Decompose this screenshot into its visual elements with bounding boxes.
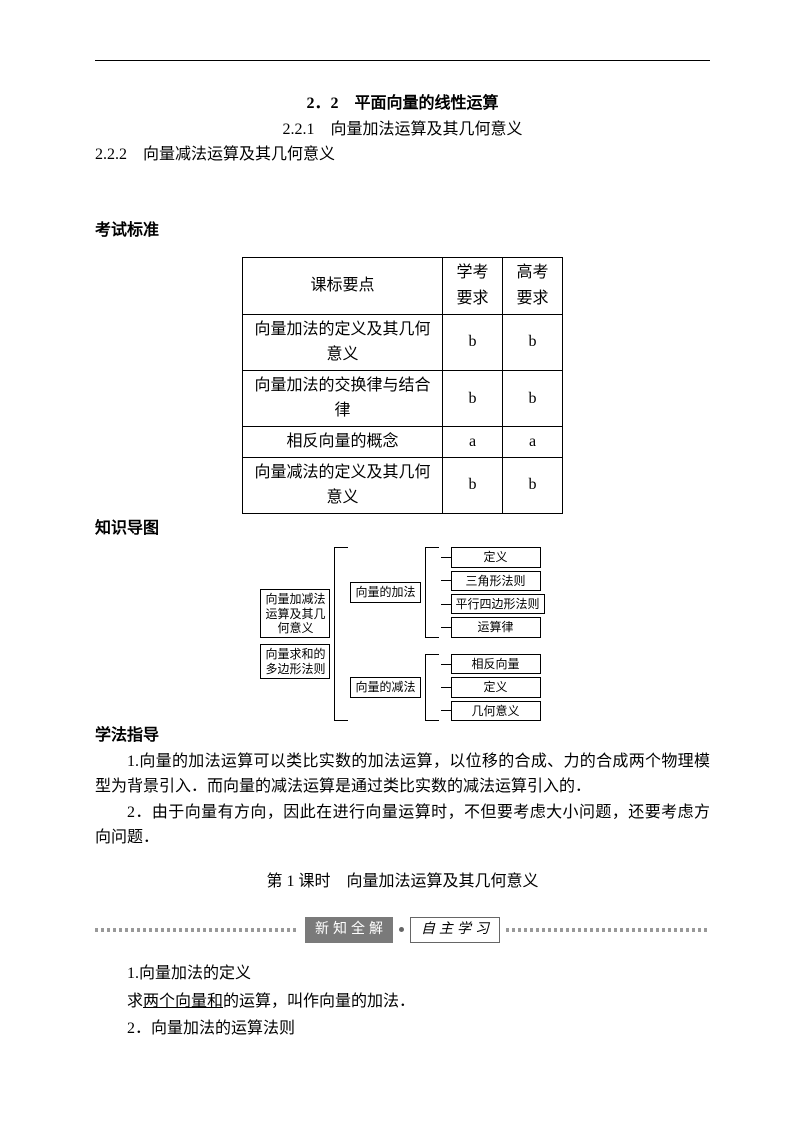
diagram-leaf: 定义 (451, 677, 541, 697)
bracket-icon (334, 547, 348, 721)
table-cell: b (443, 370, 503, 426)
standards-table: 课标要点 学考要求 高考要求 向量加法的定义及其几何意义 b b 向量加法的交换… (242, 257, 563, 513)
knowledge-diagram: 向量加减法 运算及其几 何意义 向量求和的 多边形法则 向量的加法 定义 三角形… (95, 547, 710, 721)
diagram-leaf: 平行四边形法则 (451, 594, 545, 614)
table-cell: b (503, 314, 563, 370)
title-sub1: 2.2.1 向量加法运算及其几何意义 (95, 117, 710, 143)
table-cell: b (443, 457, 503, 513)
table-cell: 向量加法的定义及其几何意义 (243, 314, 443, 370)
hatch-line (95, 928, 299, 932)
diagram-root: 向量加减法 运算及其几 何意义 (260, 589, 330, 638)
content-list: 1.向量加法的定义 求两个向量和的运算，叫作向量的加法． 2．向量加法的运算法则 (95, 961, 710, 1042)
diagram-leaf: 运算律 (451, 617, 541, 637)
method-p1: 1.向量的加法运算可以类比实数的加法运算，以位移的合成、力的合成两个物理模型为背… (95, 749, 710, 800)
text: 的运算，叫作向量的加法． (223, 993, 415, 1010)
table-header: 高考要求 (503, 258, 563, 314)
hatch-line (506, 928, 710, 932)
title-sub2: 2.2.2 向量减法运算及其几何意义 (95, 142, 710, 168)
table-header: 学考要求 (443, 258, 503, 314)
top-rule (95, 60, 710, 61)
banner-label-left: 新知全解 (305, 917, 393, 943)
diagram-leaf: 几何意义 (451, 701, 541, 721)
content-1-title: 1.向量加法的定义 (95, 961, 710, 987)
table-cell: 向量减法的定义及其几何意义 (243, 457, 443, 513)
dot-icon (399, 927, 404, 932)
diagram-mid: 向量的减法 (350, 677, 420, 697)
diagram-leaf: 三角形法则 (451, 571, 541, 591)
diagram-leaf: 相反向量 (451, 654, 541, 674)
underlined-text: 两个向量和 (143, 993, 223, 1010)
content-1-body: 求两个向量和的运算，叫作向量的加法． (95, 989, 710, 1015)
table-row: 相反向量的概念 a a (243, 426, 563, 457)
standards-header: 考试标准 (95, 218, 710, 244)
text: 求 (127, 993, 143, 1010)
banner-label-right: 自主学习 (410, 917, 500, 943)
table-row: 向量减法的定义及其几何意义 b b (243, 457, 563, 513)
content-2-title: 2．向量加法的运算法则 (95, 1016, 710, 1042)
diagram-root: 向量求和的 多边形法则 (260, 644, 330, 679)
bracket-icon (425, 654, 439, 721)
lesson-title: 第 1 课时 向量加法运算及其几何意义 (95, 869, 710, 895)
table-cell: b (503, 370, 563, 426)
table-row: 向量加法的交换律与结合律 b b (243, 370, 563, 426)
table-row: 课标要点 学考要求 高考要求 (243, 258, 563, 314)
bracket-icon (425, 547, 439, 638)
table-cell: 相反向量的概念 (243, 426, 443, 457)
section-banner: 新知全解 自主学习 (95, 917, 710, 943)
table-cell: 向量加法的交换律与结合律 (243, 370, 443, 426)
diagram-leaf: 定义 (451, 547, 541, 567)
method-header: 学法指导 (95, 723, 710, 749)
table-header: 课标要点 (243, 258, 443, 314)
title-main: 2．2 平面向量的线性运算 (95, 91, 710, 117)
table-cell: a (443, 426, 503, 457)
table-cell: b (503, 457, 563, 513)
method-p2: 2．由于向量有方向，因此在进行向量运算时，不但要考虑大小问题，还要考虑方向问题． (95, 800, 710, 851)
table-cell: b (443, 314, 503, 370)
knowledge-map-header: 知识导图 (95, 516, 710, 542)
diagram-mid: 向量的加法 (350, 582, 420, 602)
table-cell: a (503, 426, 563, 457)
table-row: 向量加法的定义及其几何意义 b b (243, 314, 563, 370)
